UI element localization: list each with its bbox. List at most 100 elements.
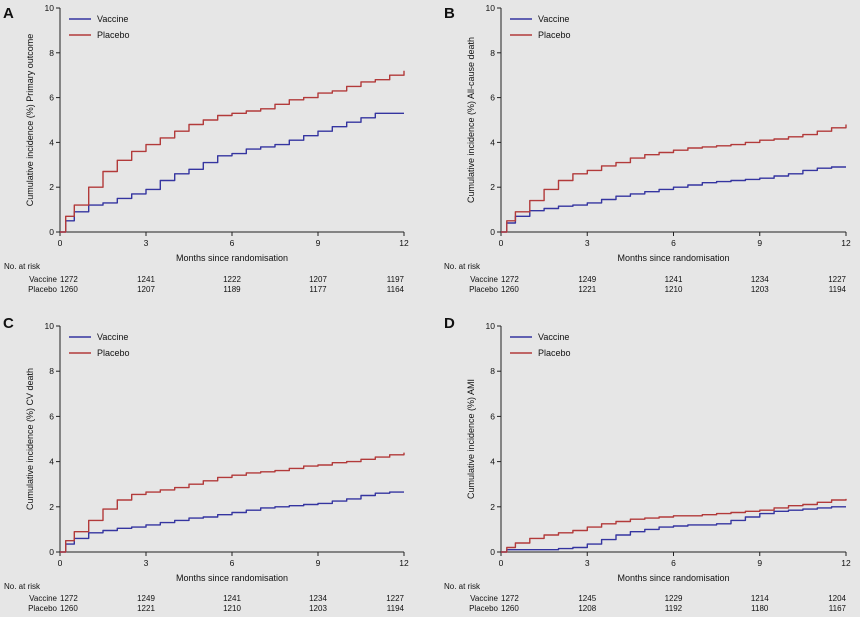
y-tick-label: 10 (45, 321, 55, 331)
x-tick-label: 6 (230, 238, 235, 248)
y-tick-label: 4 (490, 137, 495, 147)
legend-label-vaccine: Vaccine (97, 332, 128, 342)
x-tick-label: 12 (399, 558, 409, 568)
series-line-placebo (60, 452, 405, 553)
x-tick-label: 12 (841, 558, 851, 568)
at-risk-count: 1192 (665, 604, 683, 613)
legend-label-placebo: Placebo (97, 348, 130, 358)
series-line-vaccine (501, 506, 846, 553)
at-risk-count: 1207 (137, 285, 155, 294)
at-risk-count: 1249 (137, 594, 155, 603)
at-risk-row-label: Vaccine (29, 594, 57, 603)
x-tick-label: 3 (585, 558, 590, 568)
y-tick-label: 10 (45, 3, 55, 13)
series-line-placebo (501, 124, 847, 233)
y-tick-label: 8 (490, 48, 495, 58)
x-tick-label: 0 (58, 238, 63, 248)
panel-d: D 0 2 4 6 8 10 0 3 6 9 12 Months since randomisation… (444, 315, 851, 613)
x-axis-label: Months since randomisation (617, 573, 729, 583)
y-tick-label: 10 (486, 321, 496, 331)
at-risk-count: 1260 (501, 285, 519, 294)
series-line-placebo (501, 498, 847, 553)
panel-c: C 0 2 4 6 8 10 0 3 6 9 12 Months since randomisation… (3, 315, 409, 613)
at-risk-count: 1177 (309, 285, 327, 294)
panel-a: A 0 2 4 6 8 10 0 3 6 9 12 Months since randomisation… (3, 3, 409, 294)
y-axis-label: Cumulative incidence (%) Primary outcome (25, 34, 35, 207)
at-risk-row-label: Placebo (28, 604, 57, 613)
legend-label-placebo: Placebo (538, 30, 571, 40)
x-tick-label: 6 (671, 238, 676, 248)
y-tick-label: 4 (49, 137, 54, 147)
x-tick-label: 9 (316, 238, 321, 248)
at-risk-count: 1194 (829, 285, 847, 294)
y-tick-label: 6 (490, 411, 495, 421)
at-risk-row-label: Vaccine (470, 594, 498, 603)
at-risk-count: 1203 (751, 285, 769, 294)
at-risk-count: 1214 (751, 594, 769, 603)
x-tick-label: 6 (230, 558, 235, 568)
at-risk-header: No. at risk (444, 582, 481, 591)
y-tick-label: 6 (49, 411, 54, 421)
y-tick-label: 2 (49, 502, 54, 512)
at-risk-count: 1272 (501, 594, 519, 603)
panel-letter: D (444, 315, 455, 332)
at-risk-row-label: Placebo (469, 285, 498, 294)
at-risk-count: 1180 (751, 604, 769, 613)
at-risk-count: 1221 (578, 285, 596, 294)
x-axis-label: Months since randomisation (176, 253, 288, 263)
x-axis-label: Months since randomisation (617, 253, 729, 263)
at-risk-count: 1260 (60, 285, 78, 294)
y-tick-label: 6 (49, 93, 54, 103)
at-risk-count: 1227 (386, 594, 404, 603)
x-tick-label: 3 (144, 558, 149, 568)
x-tick-label: 6 (671, 558, 676, 568)
y-tick-label: 10 (486, 3, 496, 13)
at-risk-count: 1241 (223, 594, 241, 603)
series-line-vaccine (60, 112, 404, 233)
y-axis-label: Cumulative incidence (%) All-cause death (466, 37, 476, 203)
at-risk-count: 1272 (60, 275, 78, 284)
at-risk-count: 1241 (137, 275, 155, 284)
at-risk-count: 1210 (223, 604, 241, 613)
y-tick-label: 4 (49, 457, 54, 467)
y-tick-label: 0 (49, 547, 54, 557)
y-tick-label: 0 (490, 227, 495, 237)
series-line-placebo (60, 70, 405, 233)
at-risk-count: 1197 (387, 275, 405, 284)
panel-letter: B (444, 5, 455, 22)
y-axis-label: Cumulative incidence (%) CV death (25, 368, 35, 510)
x-tick-label: 12 (399, 238, 409, 248)
x-tick-label: 3 (144, 238, 149, 248)
at-risk-count: 1245 (578, 594, 596, 603)
y-tick-label: 8 (49, 48, 54, 58)
at-risk-count: 1207 (309, 275, 327, 284)
y-tick-label: 6 (490, 93, 495, 103)
y-tick-label: 0 (49, 227, 54, 237)
at-risk-row-label: Placebo (28, 285, 57, 294)
at-risk-count: 1204 (828, 594, 846, 603)
at-risk-header: No. at risk (444, 262, 481, 271)
at-risk-count: 1234 (309, 594, 327, 603)
at-risk-header: No. at risk (4, 262, 41, 271)
at-risk-count: 1249 (578, 275, 596, 284)
y-tick-label: 8 (490, 366, 495, 376)
y-tick-label: 0 (490, 547, 495, 557)
legend-label-vaccine: Vaccine (538, 332, 569, 342)
legend-label-placebo: Placebo (538, 348, 571, 358)
y-tick-label: 2 (490, 182, 495, 192)
at-risk-count: 1189 (223, 285, 241, 294)
legend-label-vaccine: Vaccine (538, 14, 569, 24)
x-tick-label: 0 (58, 558, 63, 568)
y-tick-label: 2 (490, 502, 495, 512)
at-risk-count: 1208 (578, 604, 596, 613)
x-tick-label: 9 (757, 238, 762, 248)
x-axis-label: Months since randomisation (176, 573, 288, 583)
x-tick-label: 0 (499, 558, 504, 568)
x-tick-label: 3 (585, 238, 590, 248)
at-risk-count: 1164 (387, 285, 405, 294)
at-risk-row-label: Vaccine (470, 275, 498, 284)
at-risk-count: 1272 (501, 275, 519, 284)
x-tick-label: 9 (757, 558, 762, 568)
panel-letter: C (3, 315, 14, 332)
